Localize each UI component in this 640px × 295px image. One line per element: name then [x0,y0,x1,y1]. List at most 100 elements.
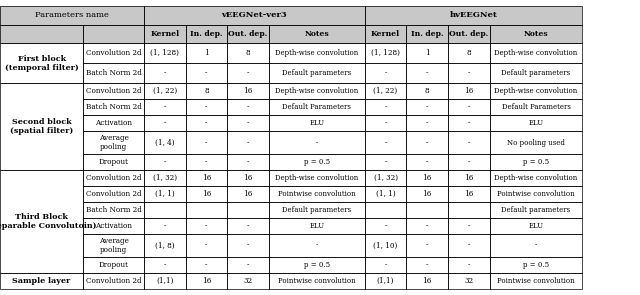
Bar [365,186,406,202]
Bar [227,170,269,186]
Bar [365,99,406,115]
Text: Convolution 2d: Convolution 2d [86,174,141,182]
Bar [448,115,490,131]
Text: (1, 128): (1, 128) [150,49,179,57]
Bar [144,83,186,99]
Text: -: - [426,242,428,250]
Text: Average
pooling: Average pooling [99,237,129,254]
Bar [365,63,406,83]
Bar [227,83,269,99]
Bar [0,25,83,43]
Bar [490,154,582,170]
Bar [83,43,144,63]
Bar [448,83,490,99]
Bar [365,273,406,289]
Bar [144,43,186,63]
Text: -: - [205,103,207,111]
Text: (1,1): (1,1) [156,277,173,285]
Bar [186,218,227,234]
Bar [269,202,365,218]
Bar [448,257,490,273]
Text: -: - [205,261,207,269]
Text: Kernel: Kernel [150,30,179,38]
Bar [490,131,582,154]
Text: ELU: ELU [529,119,543,127]
Bar [269,234,365,257]
Text: Depth-wise convolution: Depth-wise convolution [275,49,358,57]
Bar [269,218,365,234]
Bar [365,273,406,289]
Bar [144,43,186,63]
Bar [448,43,490,63]
Bar [186,131,227,154]
Bar [83,25,144,43]
Bar [448,202,490,218]
Bar [186,25,227,43]
Bar [269,131,365,154]
Bar [227,131,269,154]
Bar [448,170,490,186]
Bar [365,186,406,202]
Text: Depth-wise convolution: Depth-wise convolution [494,87,578,95]
Bar [227,131,269,154]
Bar [227,234,269,257]
Bar [83,170,144,186]
Bar [83,186,144,202]
Text: 8: 8 [246,49,250,57]
Bar [144,63,186,83]
Text: Depth-wise convolution: Depth-wise convolution [494,49,578,57]
Bar [83,25,144,43]
Bar [83,43,144,63]
Text: 16: 16 [202,277,211,285]
Bar [448,186,490,202]
Bar [186,154,227,170]
Text: -: - [164,119,166,127]
Bar [490,273,582,289]
Text: p = 0.5: p = 0.5 [304,158,330,166]
Bar [186,25,227,43]
Bar [227,43,269,63]
Bar [490,83,582,99]
Bar [490,43,582,63]
Text: -: - [164,222,166,230]
Bar [269,170,365,186]
Bar [269,154,365,170]
Bar [448,83,490,99]
Text: 8: 8 [467,49,471,57]
Text: -: - [385,261,387,269]
Bar [227,234,269,257]
Text: Default parameters: Default parameters [282,69,351,77]
Bar [83,63,144,83]
Bar [83,99,144,115]
Bar [365,234,406,257]
Bar [144,131,186,154]
Bar [144,273,186,289]
Bar [490,273,582,289]
Bar [144,131,186,154]
Text: -: - [385,139,387,147]
Bar [83,257,144,273]
Bar [144,234,186,257]
Text: ELU: ELU [529,222,543,230]
Text: 16: 16 [243,87,253,95]
Bar [269,186,365,202]
Text: Default Parameters: Default Parameters [282,103,351,111]
Text: Depth-wise convolution: Depth-wise convolution [275,87,358,95]
Text: -: - [247,261,249,269]
Text: Batch Norm 2d: Batch Norm 2d [86,103,141,111]
Bar [227,170,269,186]
Bar [406,186,448,202]
Bar [0,25,83,43]
Bar [490,257,582,273]
Bar [186,99,227,115]
Text: In. dep.: In. dep. [411,30,444,38]
Bar [269,273,365,289]
Bar [227,99,269,115]
Bar [269,273,365,289]
Bar [365,99,406,115]
Bar [186,202,227,218]
Bar [83,218,144,234]
Text: -: - [468,139,470,147]
Bar [406,43,448,63]
Text: (1, 4): (1, 4) [155,139,175,147]
